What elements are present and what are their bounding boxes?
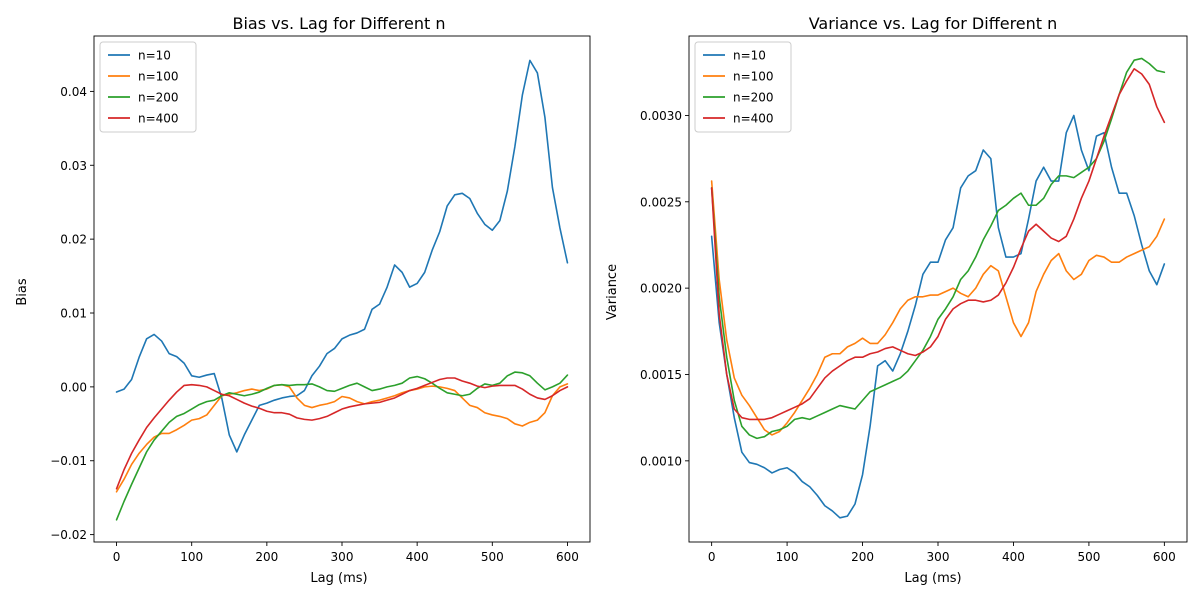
bias-legend-label: n=400 [138, 112, 179, 126]
bias-y-tick-label: 0.02 [60, 233, 87, 247]
variance-legend-label: n=200 [733, 91, 774, 105]
bias-x-tick-label: 0 [113, 550, 121, 564]
variance-chart: Variance vs. Lag for Different n 0 100 200… [605, 14, 1188, 586]
variance-x-tick-label: 600 [1153, 550, 1176, 564]
bias-legend-label: n=10 [138, 49, 171, 63]
variance-x-tick-label: 0 [708, 550, 716, 564]
variance-y-tick-label: 0.0030 [640, 109, 682, 123]
variance-plot-area: 0 100 200 300 400 500 600 0.0010 0.0015 0.0020 0.0… [640, 35, 1188, 564]
bias-y-tick-label: 0.00 [60, 380, 87, 394]
bias-x-tick-label: 300 [331, 550, 354, 564]
variance-y-tick-label: 0.0015 [640, 368, 682, 382]
variance-x-tick-label: 200 [851, 550, 874, 564]
variance-y-tick-label: 0.0010 [640, 454, 682, 468]
variance-series-line-n-200 [710, 57, 1166, 440]
bias-legend: n=10 n=100 n=200 n=400 [99, 41, 197, 133]
variance-legend-box [694, 41, 792, 133]
variance-series-line-n-400 [710, 68, 1166, 421]
variance-legend-label: n=100 [733, 70, 774, 84]
variance-legend: n=10 n=100 n=200 n=400 [694, 41, 792, 133]
variance-x-tick-label: 500 [1077, 550, 1100, 564]
variance-x-tick-label: 300 [927, 550, 950, 564]
bias-series-line-n-10 [115, 59, 569, 453]
variance-chart-title: Variance vs. Lag for Different n [809, 14, 1058, 33]
bias-y-tick-label: −0.02 [50, 528, 87, 542]
bias-series-line-n-400 [115, 377, 569, 490]
variance-legend-label: n=10 [733, 49, 766, 63]
bias-chart: Bias vs. Lag for Different n 0 100 200 300 4… [15, 14, 591, 586]
bias-x-tick-label: 400 [406, 550, 429, 564]
bias-legend-box [99, 41, 197, 133]
bias-x-tick-label: 600 [556, 550, 579, 564]
bias-x-tick-label: 200 [255, 550, 278, 564]
bias-legend-label: n=100 [138, 70, 179, 84]
variance-y-tick-label: 0.0025 [640, 195, 682, 209]
variance-y-tick-label: 0.0020 [640, 282, 682, 296]
bias-x-tick-label: 500 [481, 550, 504, 564]
variance-x-axis-label: Lag (ms) [904, 571, 961, 586]
bias-y-tick-label: 0.03 [60, 159, 87, 173]
bias-y-tick-label: 0.04 [60, 85, 87, 99]
bias-y-tick-label: −0.01 [50, 454, 87, 468]
variance-x-tick-label: 400 [1002, 550, 1025, 564]
bias-y-tick-label: 0.01 [60, 307, 87, 321]
bias-y-axis-label: Bias [15, 278, 30, 305]
variance-y-axis-label: Variance [605, 264, 620, 320]
variance-legend-label: n=400 [733, 112, 774, 126]
variance-series-line-n-10 [710, 114, 1166, 519]
bias-series-line-n-100 [115, 383, 569, 493]
bias-legend-label: n=200 [138, 91, 179, 105]
bias-chart-title: Bias vs. Lag for Different n [232, 14, 445, 33]
bias-plot-area: 0 100 200 300 400 500 600 −0.02 −0.01 0.00 0.01 0.0… [50, 35, 591, 564]
variance-x-tick-label: 100 [776, 550, 799, 564]
bias-x-tick-label: 100 [180, 550, 203, 564]
variance-series-line-n-100 [710, 180, 1166, 436]
bias-x-axis-label: Lag (ms) [310, 571, 367, 586]
